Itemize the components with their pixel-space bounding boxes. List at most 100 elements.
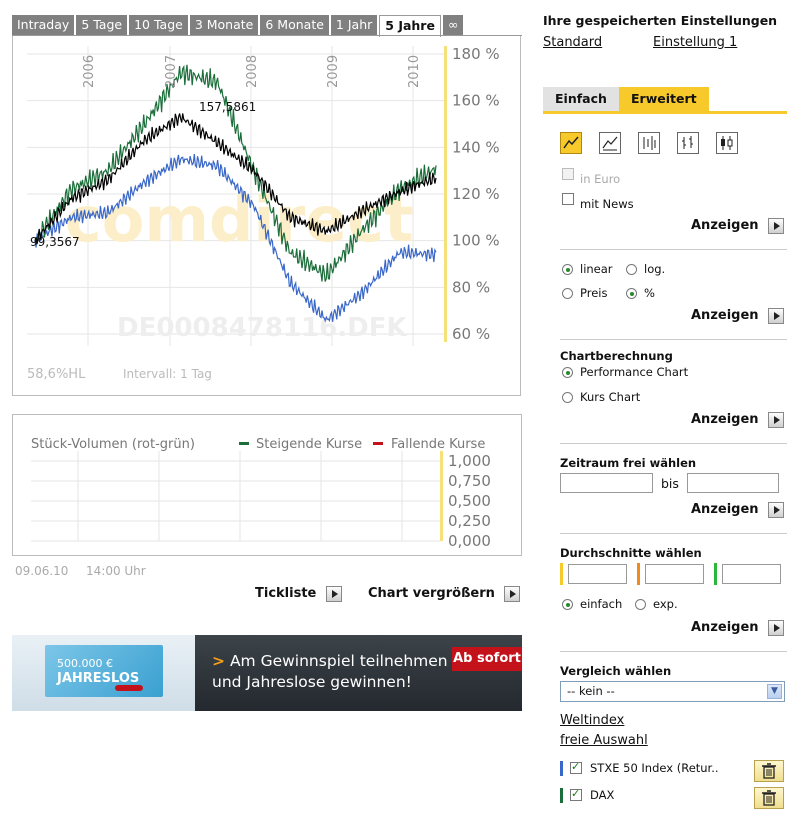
avg3-input[interactable] bbox=[722, 564, 781, 584]
volume-y-label: 0,500 bbox=[448, 492, 491, 510]
banner-line2: und Jahreslose gewinnen! bbox=[212, 673, 412, 691]
promo-banner[interactable]: 500.000 € JAHRESLOS > Am Gewinnspiel tei… bbox=[12, 635, 522, 711]
tab-3-monate[interactable]: 3 Monate bbox=[189, 15, 259, 35]
tab-10-tage[interactable]: 10 Tage bbox=[129, 15, 188, 35]
log-radio[interactable] bbox=[626, 264, 637, 275]
linear-radio[interactable] bbox=[562, 264, 573, 275]
timeframe-tabs: Intraday 5 Tage 10 Tage 3 Monate 6 Monat… bbox=[12, 15, 465, 37]
mit-news-checkbox[interactable] bbox=[562, 193, 574, 205]
anzeigen-5-arrow-icon[interactable] bbox=[768, 620, 784, 636]
kurs-label: Kurs Chart bbox=[580, 390, 641, 404]
vergleich-title: Vergleich wählen bbox=[560, 664, 672, 678]
exp-radio[interactable] bbox=[635, 599, 646, 610]
chevron-down-icon[interactable]: ▼ bbox=[767, 684, 782, 699]
volume-y-label: 1,000 bbox=[448, 452, 491, 470]
avg2-input[interactable] bbox=[645, 564, 704, 584]
vergleich-select[interactable]: -- kein -- ▼ bbox=[560, 681, 785, 702]
hl-text: 58,6%HL bbox=[27, 367, 86, 382]
anzeigen-link-4[interactable]: Anzeigen bbox=[691, 502, 759, 517]
preset-einstellung1-link[interactable]: Einstellung 1 bbox=[653, 35, 738, 50]
volume-axis-bar bbox=[440, 451, 443, 541]
weltindex-link[interactable]: Weltindex bbox=[560, 713, 625, 728]
anzeigen-1-arrow-icon[interactable] bbox=[768, 218, 784, 234]
tickliste-link[interactable]: Tickliste bbox=[255, 586, 317, 601]
y-axis-label: 140 % bbox=[452, 138, 500, 156]
y-axis-label: 100 % bbox=[452, 232, 500, 250]
log-label: log. bbox=[644, 262, 666, 276]
anzeigen-3-arrow-icon[interactable] bbox=[768, 412, 784, 428]
chart-enlarge-arrow-icon[interactable] bbox=[504, 586, 520, 602]
price-chart: comdirect DE0008478116.DFK 180 % 160 % 140… bbox=[12, 36, 521, 396]
y-axis-label: 180 % bbox=[452, 45, 500, 63]
ticket-title: JAHRESLOS bbox=[57, 671, 140, 686]
x-axis-year-label: 2006 bbox=[82, 55, 97, 88]
volume-time: 14:00 Uhr bbox=[86, 564, 146, 578]
chart-enlarge-link[interactable]: Chart vergrößern bbox=[368, 586, 495, 601]
ab-sofort-button[interactable]: Ab sofort bbox=[452, 647, 522, 671]
linear-label: linear bbox=[580, 262, 613, 276]
section-divider bbox=[560, 533, 787, 534]
compare-color-stxe bbox=[560, 761, 563, 776]
date-to-input[interactable] bbox=[687, 473, 779, 493]
trash-icon[interactable] bbox=[754, 787, 784, 809]
tab-5-jahre[interactable]: 5 Jahre bbox=[379, 15, 441, 37]
compare-color-dax bbox=[560, 788, 563, 803]
bar-chart-type-icon[interactable] bbox=[638, 132, 660, 154]
tab-einfach[interactable]: Einfach bbox=[543, 87, 619, 111]
min-annotation: 99,3567 bbox=[30, 235, 80, 249]
candlestick-chart-type-icon[interactable] bbox=[716, 132, 738, 154]
max-annotation: 157,5861 bbox=[199, 100, 256, 114]
performance-radio[interactable] bbox=[562, 367, 573, 378]
y-axis-bar bbox=[444, 46, 447, 342]
series-line-black bbox=[34, 113, 437, 244]
anzeigen-link-3[interactable]: Anzeigen bbox=[691, 412, 759, 427]
anzeigen-2-arrow-icon[interactable] bbox=[768, 308, 784, 324]
preset-standard-link[interactable]: Standard bbox=[543, 35, 603, 50]
ohlc-chart-type-icon[interactable] bbox=[677, 132, 699, 154]
tab-intraday[interactable]: Intraday bbox=[12, 15, 75, 35]
tab-1-jahr[interactable]: 1 Jahr bbox=[330, 15, 378, 35]
tab-6-monate[interactable]: 6 Monate bbox=[260, 15, 329, 35]
line-chart-type-icon[interactable] bbox=[560, 132, 582, 154]
tab-erweitert[interactable]: Erweitert bbox=[619, 87, 709, 111]
anzeigen-link-1[interactable]: Anzeigen bbox=[691, 218, 759, 233]
y-axis-label: 60 % bbox=[452, 325, 490, 343]
mode-tabs: Einfach Erweitert bbox=[543, 87, 787, 114]
compare-stxe-label: STXE 50 Index (Retur.. bbox=[590, 761, 719, 775]
avg2-color-marker bbox=[637, 563, 640, 585]
section-divider bbox=[560, 249, 787, 250]
mountain-chart-type-icon[interactable] bbox=[599, 132, 621, 154]
percent-radio[interactable] bbox=[626, 288, 637, 299]
in-euro-label: in Euro bbox=[580, 172, 621, 186]
compare-stxe-checkbox[interactable] bbox=[570, 760, 582, 774]
in-euro-checkbox[interactable] bbox=[562, 168, 574, 180]
jahreslos-ticket: 500.000 € JAHRESLOS bbox=[45, 645, 163, 697]
tickliste-arrow-icon[interactable] bbox=[326, 586, 342, 602]
tab-5-tage[interactable]: 5 Tage bbox=[76, 15, 128, 35]
trash-icon[interactable] bbox=[754, 760, 784, 782]
freie-auswahl-link[interactable]: freie Auswahl bbox=[560, 733, 648, 748]
calc-title: Chartberechnung bbox=[560, 349, 673, 363]
anzeigen-link-5[interactable]: Anzeigen bbox=[691, 620, 759, 635]
compare-dax-checkbox[interactable] bbox=[570, 787, 582, 801]
ticket-amount: 500.000 € bbox=[57, 657, 113, 670]
banner-line1: Am Gewinnspiel teilnehmen bbox=[229, 652, 448, 670]
bis-label: bis bbox=[661, 476, 679, 491]
settings-title: Ihre gespeicherten Einstellungen bbox=[543, 13, 778, 28]
watermark-isin: DE0008478116.DFK bbox=[117, 313, 407, 343]
legend-up-marker bbox=[239, 442, 249, 445]
banner-text: > Am Gewinnspiel teilnehmen und Jahreslo… bbox=[212, 651, 448, 693]
kurs-radio[interactable] bbox=[562, 392, 573, 403]
y-axis-label: 160 % bbox=[452, 92, 500, 110]
section-divider bbox=[560, 651, 787, 652]
anzeigen-link-2[interactable]: Anzeigen bbox=[691, 308, 759, 323]
date-from-input[interactable] bbox=[560, 473, 653, 493]
anzeigen-4-arrow-icon[interactable] bbox=[768, 502, 784, 518]
tab-all[interactable]: ∞ bbox=[442, 15, 464, 35]
einfach-radio[interactable] bbox=[562, 599, 573, 610]
legend-up-label: Steigende Kurse bbox=[256, 437, 362, 452]
preis-radio[interactable] bbox=[562, 288, 573, 299]
avg3-color-marker bbox=[714, 563, 717, 585]
volume-y-label: 0,750 bbox=[448, 472, 491, 490]
avg1-input[interactable] bbox=[568, 564, 627, 584]
